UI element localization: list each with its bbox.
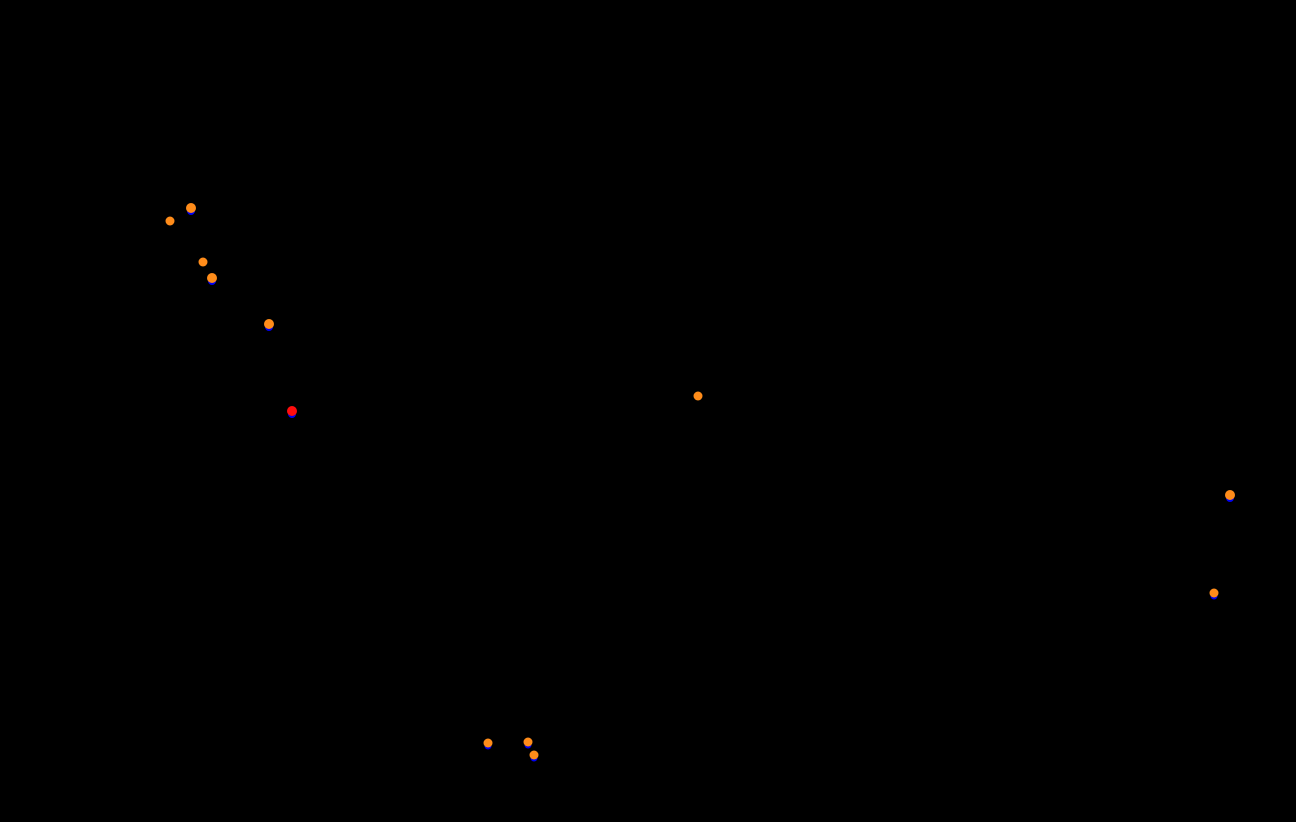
marker-dot-icon[interactable] bbox=[198, 257, 208, 267]
marker-dot-icon[interactable] bbox=[207, 273, 217, 283]
marker-dot-icon[interactable] bbox=[287, 406, 297, 416]
marker-dot-icon[interactable] bbox=[483, 738, 493, 748]
marker-dot-icon[interactable] bbox=[523, 737, 533, 747]
marker-dot-icon[interactable] bbox=[1225, 490, 1235, 500]
marker-dot-icon[interactable] bbox=[165, 216, 175, 226]
marker-dot-icon[interactable] bbox=[264, 319, 274, 329]
marker-dot-icon[interactable] bbox=[693, 391, 703, 401]
marker-dot-icon[interactable] bbox=[1209, 588, 1219, 598]
marker-dot-icon[interactable] bbox=[186, 203, 196, 213]
marker-dot-icon[interactable] bbox=[529, 750, 539, 760]
